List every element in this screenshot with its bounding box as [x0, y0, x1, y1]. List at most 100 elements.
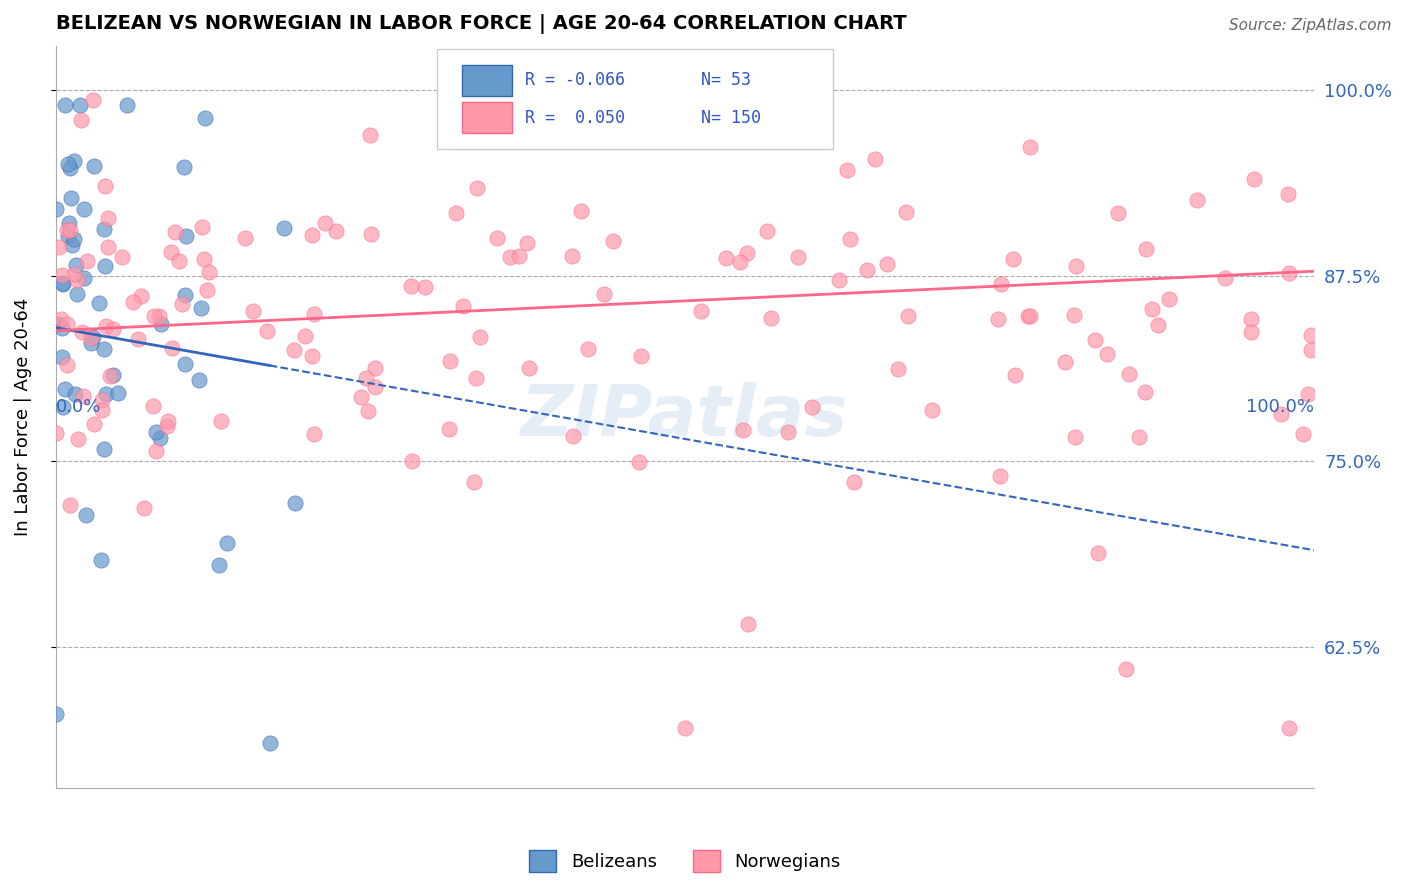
Norwegians: [142, 400, 165, 414]
Belizeans: [94, 387, 117, 401]
Norwegians: [439, 354, 461, 368]
Belizeans: [173, 161, 195, 175]
Norwegians: [517, 361, 540, 376]
Norwegians: [301, 227, 323, 242]
Norwegians: [1118, 367, 1140, 381]
Belizeans: [194, 111, 217, 125]
Text: R =  0.050: R = 0.050: [524, 109, 626, 127]
Norwegians: [439, 422, 461, 436]
Norwegians: [122, 294, 145, 309]
Norwegians: [856, 262, 879, 277]
Norwegians: [1146, 318, 1168, 333]
Belizeans: [150, 317, 173, 331]
Norwegians: [444, 206, 467, 220]
Norwegians: [97, 211, 120, 226]
Norwegians: [508, 249, 530, 263]
Norwegians: [561, 249, 583, 263]
Text: 0.0%: 0.0%: [55, 398, 101, 416]
Norwegians: [465, 371, 488, 385]
Norwegians: [209, 414, 232, 428]
Norwegians: [921, 402, 943, 417]
Belizeans: [93, 342, 115, 356]
Norwegians: [1128, 430, 1150, 444]
Text: N= 53: N= 53: [702, 71, 751, 89]
Belizeans: [73, 202, 96, 216]
Norwegians: [314, 216, 336, 230]
Norwegians: [162, 341, 184, 355]
Norwegians: [302, 307, 325, 321]
Norwegians: [198, 265, 221, 279]
Belizeans: [53, 98, 76, 112]
Norwegians: [294, 329, 316, 343]
Belizeans: [59, 161, 82, 175]
Norwegians: [470, 330, 492, 344]
Norwegians: [463, 475, 485, 490]
Norwegians: [76, 253, 98, 268]
Norwegians: [129, 289, 152, 303]
Norwegians: [111, 250, 134, 264]
Norwegians: [876, 257, 898, 271]
Norwegians: [1159, 292, 1181, 306]
Norwegians: [1087, 546, 1109, 560]
Norwegians: [127, 332, 149, 346]
Norwegians: [165, 225, 187, 239]
Norwegians: [673, 722, 696, 736]
Norwegians: [69, 112, 91, 127]
Norwegians: [325, 224, 347, 238]
Norwegians: [80, 331, 103, 345]
Norwegians: [731, 423, 754, 437]
Belizeans: [115, 98, 138, 112]
Norwegians: [828, 273, 851, 287]
Belizeans: [44, 706, 66, 721]
Norwegians: [1002, 252, 1025, 267]
Norwegians: [1213, 271, 1236, 285]
Belizeans: [53, 383, 76, 397]
Belizeans: [46, 317, 69, 331]
Belizeans: [173, 288, 195, 302]
Text: Source: ZipAtlas.com: Source: ZipAtlas.com: [1229, 18, 1392, 33]
Norwegians: [132, 501, 155, 516]
Norwegians: [359, 128, 381, 142]
Norwegians: [800, 400, 823, 414]
Norwegians: [364, 360, 387, 375]
Norwegians: [602, 234, 624, 248]
Norwegians: [242, 303, 264, 318]
Norwegians: [593, 286, 616, 301]
Norwegians: [578, 343, 600, 357]
Norwegians: [56, 358, 79, 372]
Belizeans: [63, 231, 86, 245]
Belizeans: [51, 351, 73, 365]
Belizeans: [58, 216, 80, 230]
Norwegians: [190, 220, 212, 235]
Norwegians: [990, 277, 1012, 292]
Belizeans: [63, 153, 86, 168]
Norwegians: [737, 617, 759, 632]
Norwegians: [896, 205, 918, 219]
Norwegians: [776, 425, 799, 439]
Norwegians: [1243, 172, 1265, 186]
Norwegians: [451, 299, 474, 313]
Norwegians: [156, 414, 179, 428]
Norwegians: [401, 454, 423, 468]
Belizeans: [52, 400, 75, 414]
Norwegians: [1240, 325, 1263, 339]
FancyBboxPatch shape: [463, 102, 512, 133]
Belizeans: [94, 259, 117, 273]
Norwegians: [48, 240, 70, 254]
Norwegians: [730, 255, 752, 269]
Norwegians: [735, 245, 758, 260]
Belizeans: [82, 330, 104, 344]
Norwegians: [897, 309, 920, 323]
Norwegians: [49, 312, 72, 326]
Norwegians: [988, 469, 1011, 483]
Norwegians: [498, 250, 520, 264]
Norwegians: [350, 390, 373, 404]
Belizeans: [52, 277, 75, 292]
Belizeans: [149, 431, 172, 445]
Norwegians: [486, 231, 509, 245]
Norwegians: [63, 267, 86, 281]
Norwegians: [628, 455, 651, 469]
Norwegians: [835, 162, 858, 177]
Norwegians: [98, 369, 121, 384]
Norwegians: [72, 389, 94, 403]
